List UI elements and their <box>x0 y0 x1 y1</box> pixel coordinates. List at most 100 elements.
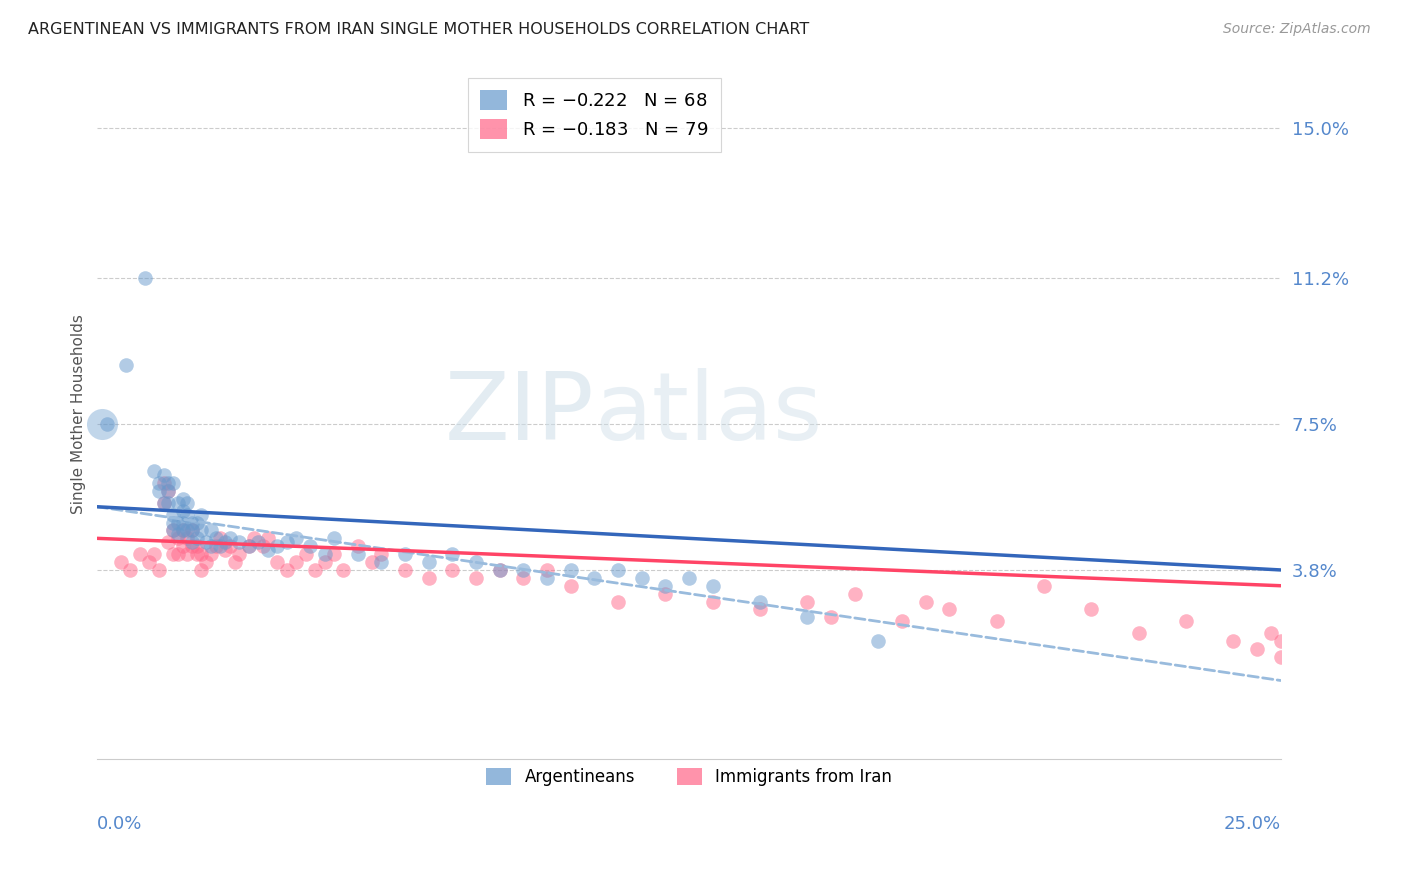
Point <box>986 614 1008 628</box>
Point <box>162 524 184 538</box>
Point <box>166 496 188 510</box>
Point <box>266 555 288 569</box>
Point <box>276 563 298 577</box>
Point <box>465 571 488 585</box>
Point <box>162 547 184 561</box>
Point <box>1270 649 1292 664</box>
Point <box>702 579 724 593</box>
Point <box>157 476 180 491</box>
Point <box>583 571 606 585</box>
Point <box>1222 634 1244 648</box>
Point <box>512 563 534 577</box>
Point <box>200 539 222 553</box>
Point <box>938 602 960 616</box>
Point <box>157 483 180 498</box>
Point <box>1032 579 1054 593</box>
Point <box>218 532 240 546</box>
Point <box>152 496 174 510</box>
Point <box>176 508 198 522</box>
Point <box>143 464 166 478</box>
Point <box>204 539 226 553</box>
Point <box>148 476 170 491</box>
Point <box>299 539 322 553</box>
Point <box>285 555 308 569</box>
Point <box>1246 641 1268 656</box>
Point <box>181 524 204 538</box>
Point <box>678 571 700 585</box>
Point <box>214 543 236 558</box>
Point <box>654 579 676 593</box>
Point <box>200 547 222 561</box>
Text: 25.0%: 25.0% <box>1223 814 1281 833</box>
Text: atlas: atlas <box>595 368 823 460</box>
Point <box>218 539 240 553</box>
Point <box>702 594 724 608</box>
Point <box>346 539 368 553</box>
Point <box>172 491 194 506</box>
Legend: Argentineans, Immigrants from Iran: Argentineans, Immigrants from Iran <box>479 761 898 793</box>
Point <box>228 547 250 561</box>
Point <box>209 539 232 553</box>
Point <box>607 594 630 608</box>
Point <box>749 594 772 608</box>
Point <box>176 496 198 510</box>
Point <box>157 496 180 510</box>
Point <box>1080 602 1102 616</box>
Point <box>166 532 188 546</box>
Point <box>488 563 510 577</box>
Point <box>209 532 232 546</box>
Point <box>214 535 236 549</box>
Point <box>148 483 170 498</box>
Point <box>323 547 346 561</box>
Point <box>162 508 184 522</box>
Point <box>630 571 652 585</box>
Text: 0.0%: 0.0% <box>97 814 143 833</box>
Point <box>256 543 278 558</box>
Point <box>304 563 326 577</box>
Point <box>1128 626 1150 640</box>
Point <box>120 563 142 577</box>
Point <box>152 496 174 510</box>
Text: Source: ZipAtlas.com: Source: ZipAtlas.com <box>1223 22 1371 37</box>
Point <box>138 555 160 569</box>
Y-axis label: Single Mother Households: Single Mother Households <box>72 314 86 514</box>
Point <box>190 547 212 561</box>
Point <box>252 539 274 553</box>
Point <box>152 476 174 491</box>
Point <box>204 532 226 546</box>
Point <box>796 594 818 608</box>
Point <box>1174 614 1197 628</box>
Point <box>749 602 772 616</box>
Point <box>294 547 316 561</box>
Point <box>190 563 212 577</box>
Point <box>186 539 208 553</box>
Point <box>242 532 264 546</box>
Point <box>200 524 222 538</box>
Text: ZIP: ZIP <box>444 368 595 460</box>
Point <box>266 539 288 553</box>
Point <box>195 535 218 549</box>
Point <box>394 547 416 561</box>
Point <box>868 634 890 648</box>
Point <box>488 563 510 577</box>
Point <box>152 468 174 483</box>
Point <box>134 270 156 285</box>
Point <box>560 563 582 577</box>
Point <box>176 547 198 561</box>
Point <box>512 571 534 585</box>
Point <box>172 504 194 518</box>
Point <box>820 610 842 624</box>
Point <box>607 563 630 577</box>
Point <box>91 417 114 431</box>
Point <box>162 524 184 538</box>
Point <box>314 555 336 569</box>
Point <box>256 532 278 546</box>
Point <box>143 547 166 561</box>
Point <box>247 535 270 549</box>
Point <box>166 527 188 541</box>
Point <box>323 532 346 546</box>
Point <box>166 547 188 561</box>
Point <box>285 532 308 546</box>
Point <box>238 539 260 553</box>
Point <box>891 614 914 628</box>
